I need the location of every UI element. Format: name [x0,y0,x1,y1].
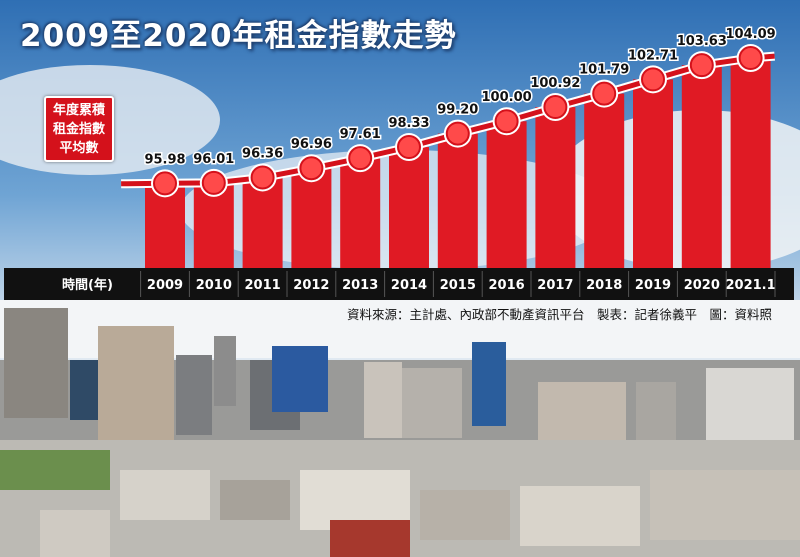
marker-2014 [397,135,421,160]
bar-2011 [242,177,283,268]
value-label-2009: 95.98 [144,152,185,167]
tick-label-2021.1: 2021.1 [726,278,776,293]
value-label-2019: 102.71 [628,48,678,63]
value-label-2021.1: 104.09 [726,27,776,42]
bar-2018 [584,93,625,269]
marker-2012 [299,156,324,181]
tick-label-2015: 2015 [440,278,476,293]
value-label-2014: 98.33 [388,116,429,131]
marker-2011 [250,165,275,190]
bar-2015 [437,133,478,268]
value-label-2017: 100.92 [530,76,580,91]
x-axis-label: 時間(年) [62,277,113,293]
value-label-2020: 103.63 [677,34,727,49]
tick-label-2012: 2012 [293,278,329,293]
value-label-2015: 99.20 [437,103,478,118]
tick-label-2019: 2019 [635,278,671,293]
chart-title: 2009至2020年租金指數走勢 [20,18,457,54]
marker-2018 [592,81,617,106]
value-label-2013: 97.61 [340,127,381,142]
bar-2013 [340,158,381,268]
marker-2017 [543,95,568,120]
bar-2012 [291,168,332,268]
marker-2009 [153,171,177,196]
bar-2020 [681,65,722,268]
marker-2021.1 [738,46,763,71]
tick-label-2011: 2011 [245,278,281,293]
value-label-2016: 100.00 [482,90,532,105]
marker-2013 [348,146,373,171]
tick-label-2010: 2010 [196,278,232,293]
bar-2016 [486,121,527,268]
marker-2016 [494,109,519,134]
marker-2015 [445,121,470,146]
marker-2019 [641,67,665,92]
source-note: 資料來源：主計處、內政部不動產資訊平台 製表：記者徐義平 圖：資料照 [346,307,772,322]
value-label-2018: 101.79 [579,63,629,78]
x-axis-strip [4,268,794,300]
bar-2009 [145,183,185,268]
bar-2019 [633,79,673,268]
legend-badge: 年度累積租金指數平均數 [44,96,114,162]
bar-2010 [193,182,234,268]
rent-index-chart: 時間(年) 95.98 96.01 96.36 96.96 97.61 98.33 99.2… [62,26,777,297]
tick-label-2013: 2013 [342,278,378,293]
marker-2020 [689,53,714,78]
tick-label-2020: 2020 [684,278,720,293]
tick-label-2017: 2017 [537,278,573,293]
value-label-2012: 96.96 [291,137,332,152]
bar-2014 [389,147,429,268]
legend-label: 年度累積租金指數平均數 [52,102,105,156]
bar-2017 [535,107,576,269]
value-label-2010: 96.01 [193,152,234,167]
bar-2021.1 [730,58,771,269]
marker-2010 [201,170,226,195]
tick-label-2009: 2009 [147,278,183,293]
tick-label-2018: 2018 [586,278,622,293]
tick-label-2016: 2016 [489,278,525,293]
tick-label-2014: 2014 [391,278,427,293]
value-label-2011: 96.36 [242,146,283,161]
